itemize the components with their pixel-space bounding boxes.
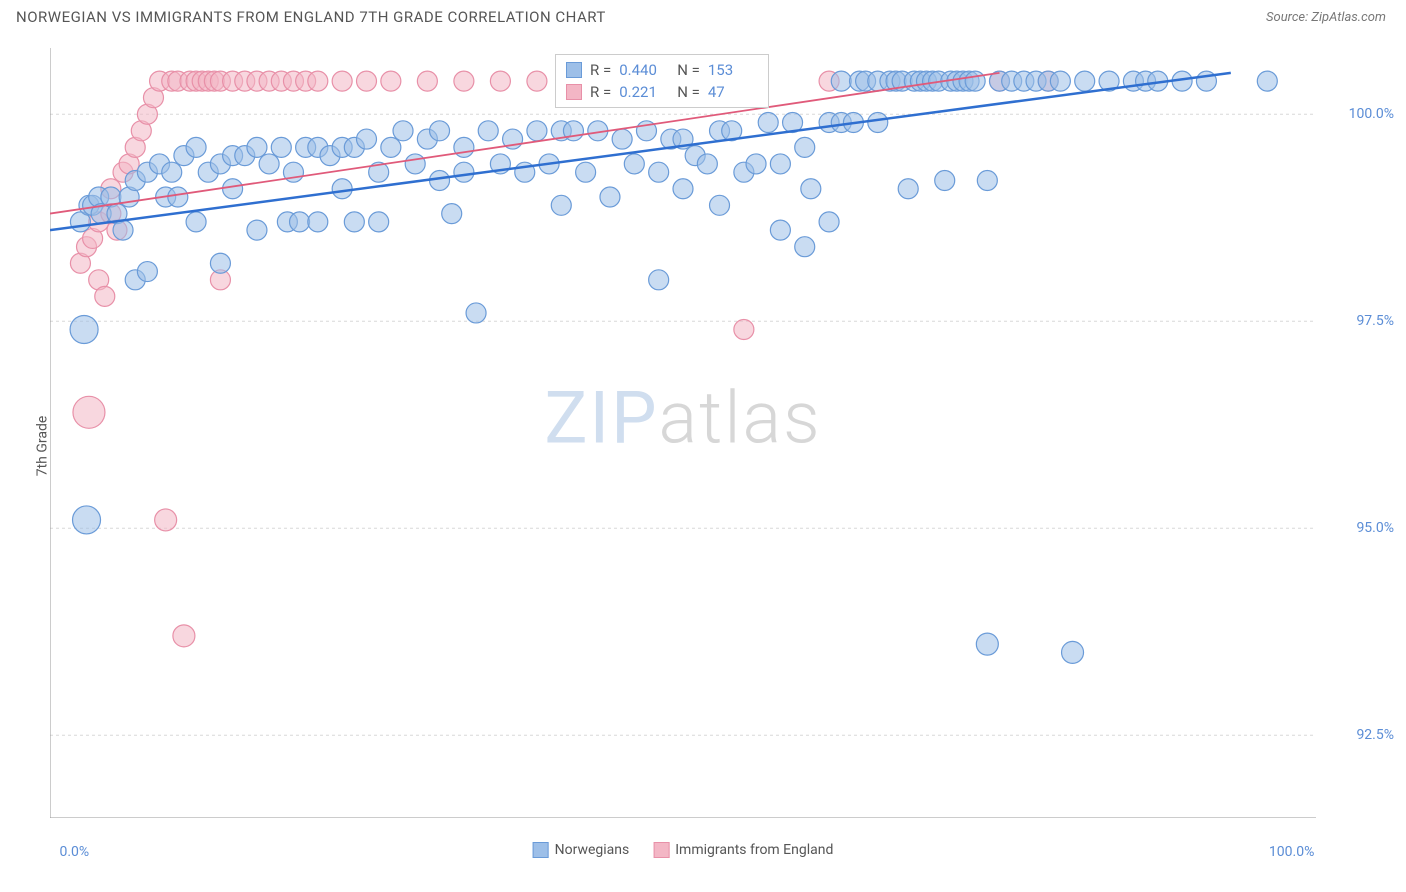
stats-row: R =0.440N =153	[566, 59, 758, 81]
chart-source: Source: ZipAtlas.com	[1266, 10, 1386, 25]
chart-header: NORWEGIAN VS IMMIGRANTS FROM ENGLAND 7TH…	[0, 0, 1406, 30]
y-tick-label: 92.5%	[1356, 727, 1394, 743]
series-swatch-icon	[566, 62, 582, 78]
legend-item: Immigrants from England	[653, 842, 833, 858]
legend-swatch-icon	[653, 842, 669, 858]
y-axis-label: 7th Grade	[34, 416, 50, 477]
legend-label: Norwegians	[555, 842, 630, 858]
correlation-stats-box: R =0.440N =153R =0.221N =47	[555, 54, 769, 108]
scatter-chart-svg	[50, 48, 1316, 818]
x-tick-label: 100.0%	[1269, 844, 1314, 860]
chart-area: ZIPatlas R =0.440N =153R =0.221N =47 92.…	[50, 48, 1316, 818]
x-tick-label: 0.0%	[60, 844, 90, 860]
y-tick-label: 97.5%	[1356, 313, 1394, 329]
stats-row: R =0.221N =47	[566, 81, 758, 103]
y-tick-label: 95.0%	[1356, 520, 1394, 536]
legend-item: Norwegians	[533, 842, 630, 858]
bottom-legend: Norwegians Immigrants from England	[533, 842, 834, 858]
legend-label: Immigrants from England	[675, 842, 833, 858]
chart-title: NORWEGIAN VS IMMIGRANTS FROM ENGLAND 7TH…	[16, 8, 606, 26]
series-swatch-icon	[566, 84, 582, 100]
legend-swatch-icon	[533, 842, 549, 858]
y-tick-label: 100.0%	[1349, 106, 1394, 122]
